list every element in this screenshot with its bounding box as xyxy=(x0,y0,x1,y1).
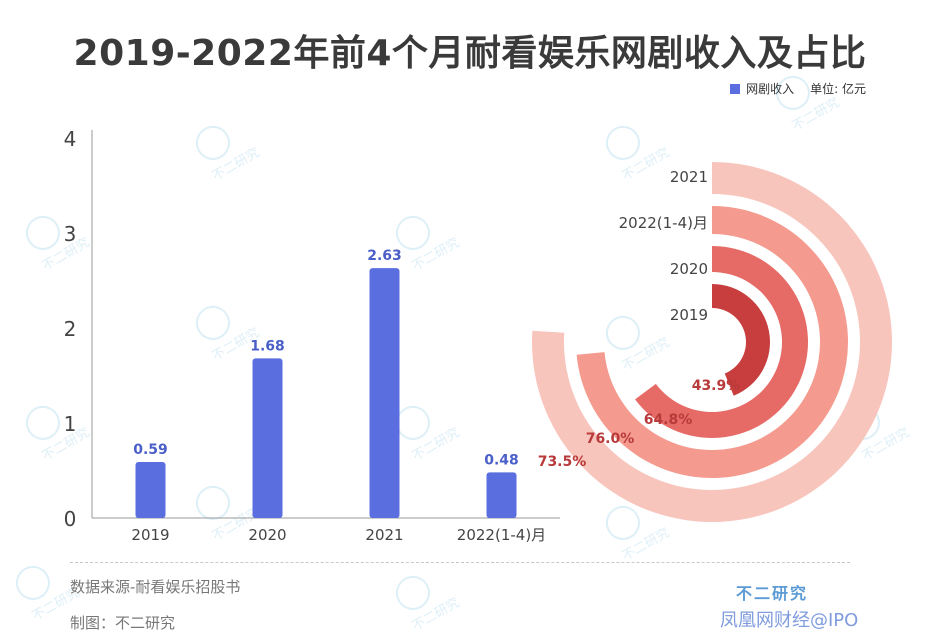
x-tick-label: 2021 xyxy=(365,526,403,544)
bar xyxy=(135,461,166,518)
x-tick-label: 2020 xyxy=(248,526,286,544)
brand-logo-text: 不二研究 xyxy=(736,584,809,603)
chart-title: 2019-2022年前4个月耐看娱乐网剧收入及占比 xyxy=(73,33,867,74)
x-tick-label: 2022(1-4)月 xyxy=(457,526,546,544)
ring-value-label: 76.0% xyxy=(586,431,635,447)
data-source-note: 数据来源-耐看娱乐招股书 xyxy=(70,578,241,596)
divider xyxy=(70,562,850,563)
bar xyxy=(369,268,400,518)
bar xyxy=(486,472,517,518)
bar-data-label: 0.48 xyxy=(484,452,519,468)
ring-value-label: 43.9% xyxy=(692,378,741,394)
ring-category-label: 2021 xyxy=(670,168,708,186)
x-tick-label: 2019 xyxy=(131,526,169,544)
chart-maker-note: 制图：不二研究 xyxy=(70,614,176,632)
watermark-text: 凤凰网财经@IPO xyxy=(716,606,863,632)
y-tick-label: 1 xyxy=(64,412,77,436)
y-tick-label: 3 xyxy=(64,222,77,246)
unit-label: 单位: 亿元 xyxy=(810,82,866,96)
bar-data-label: 2.63 xyxy=(367,248,402,264)
ring-value-label: 73.5% xyxy=(538,454,587,470)
ring-category-label: 2019 xyxy=(670,306,708,324)
y-tick-label: 2 xyxy=(64,317,77,341)
y-tick-label: 4 xyxy=(64,127,77,151)
ring-category-label: 2022(1-4)月 xyxy=(619,214,708,232)
y-tick-label: 0 xyxy=(64,507,77,531)
radial-bar xyxy=(712,284,770,396)
bar xyxy=(252,358,283,518)
ring-category-label: 2020 xyxy=(670,260,708,278)
bar-data-label: 1.68 xyxy=(250,338,285,354)
legend: 网剧收入 单位: 亿元 xyxy=(730,80,866,97)
radial-bar xyxy=(635,246,808,438)
legend-swatch xyxy=(730,83,741,94)
bar-data-label: 0.59 xyxy=(133,442,168,458)
legend-series-label: 网剧收入 xyxy=(746,82,795,96)
ring-value-label: 64.8% xyxy=(644,412,693,428)
